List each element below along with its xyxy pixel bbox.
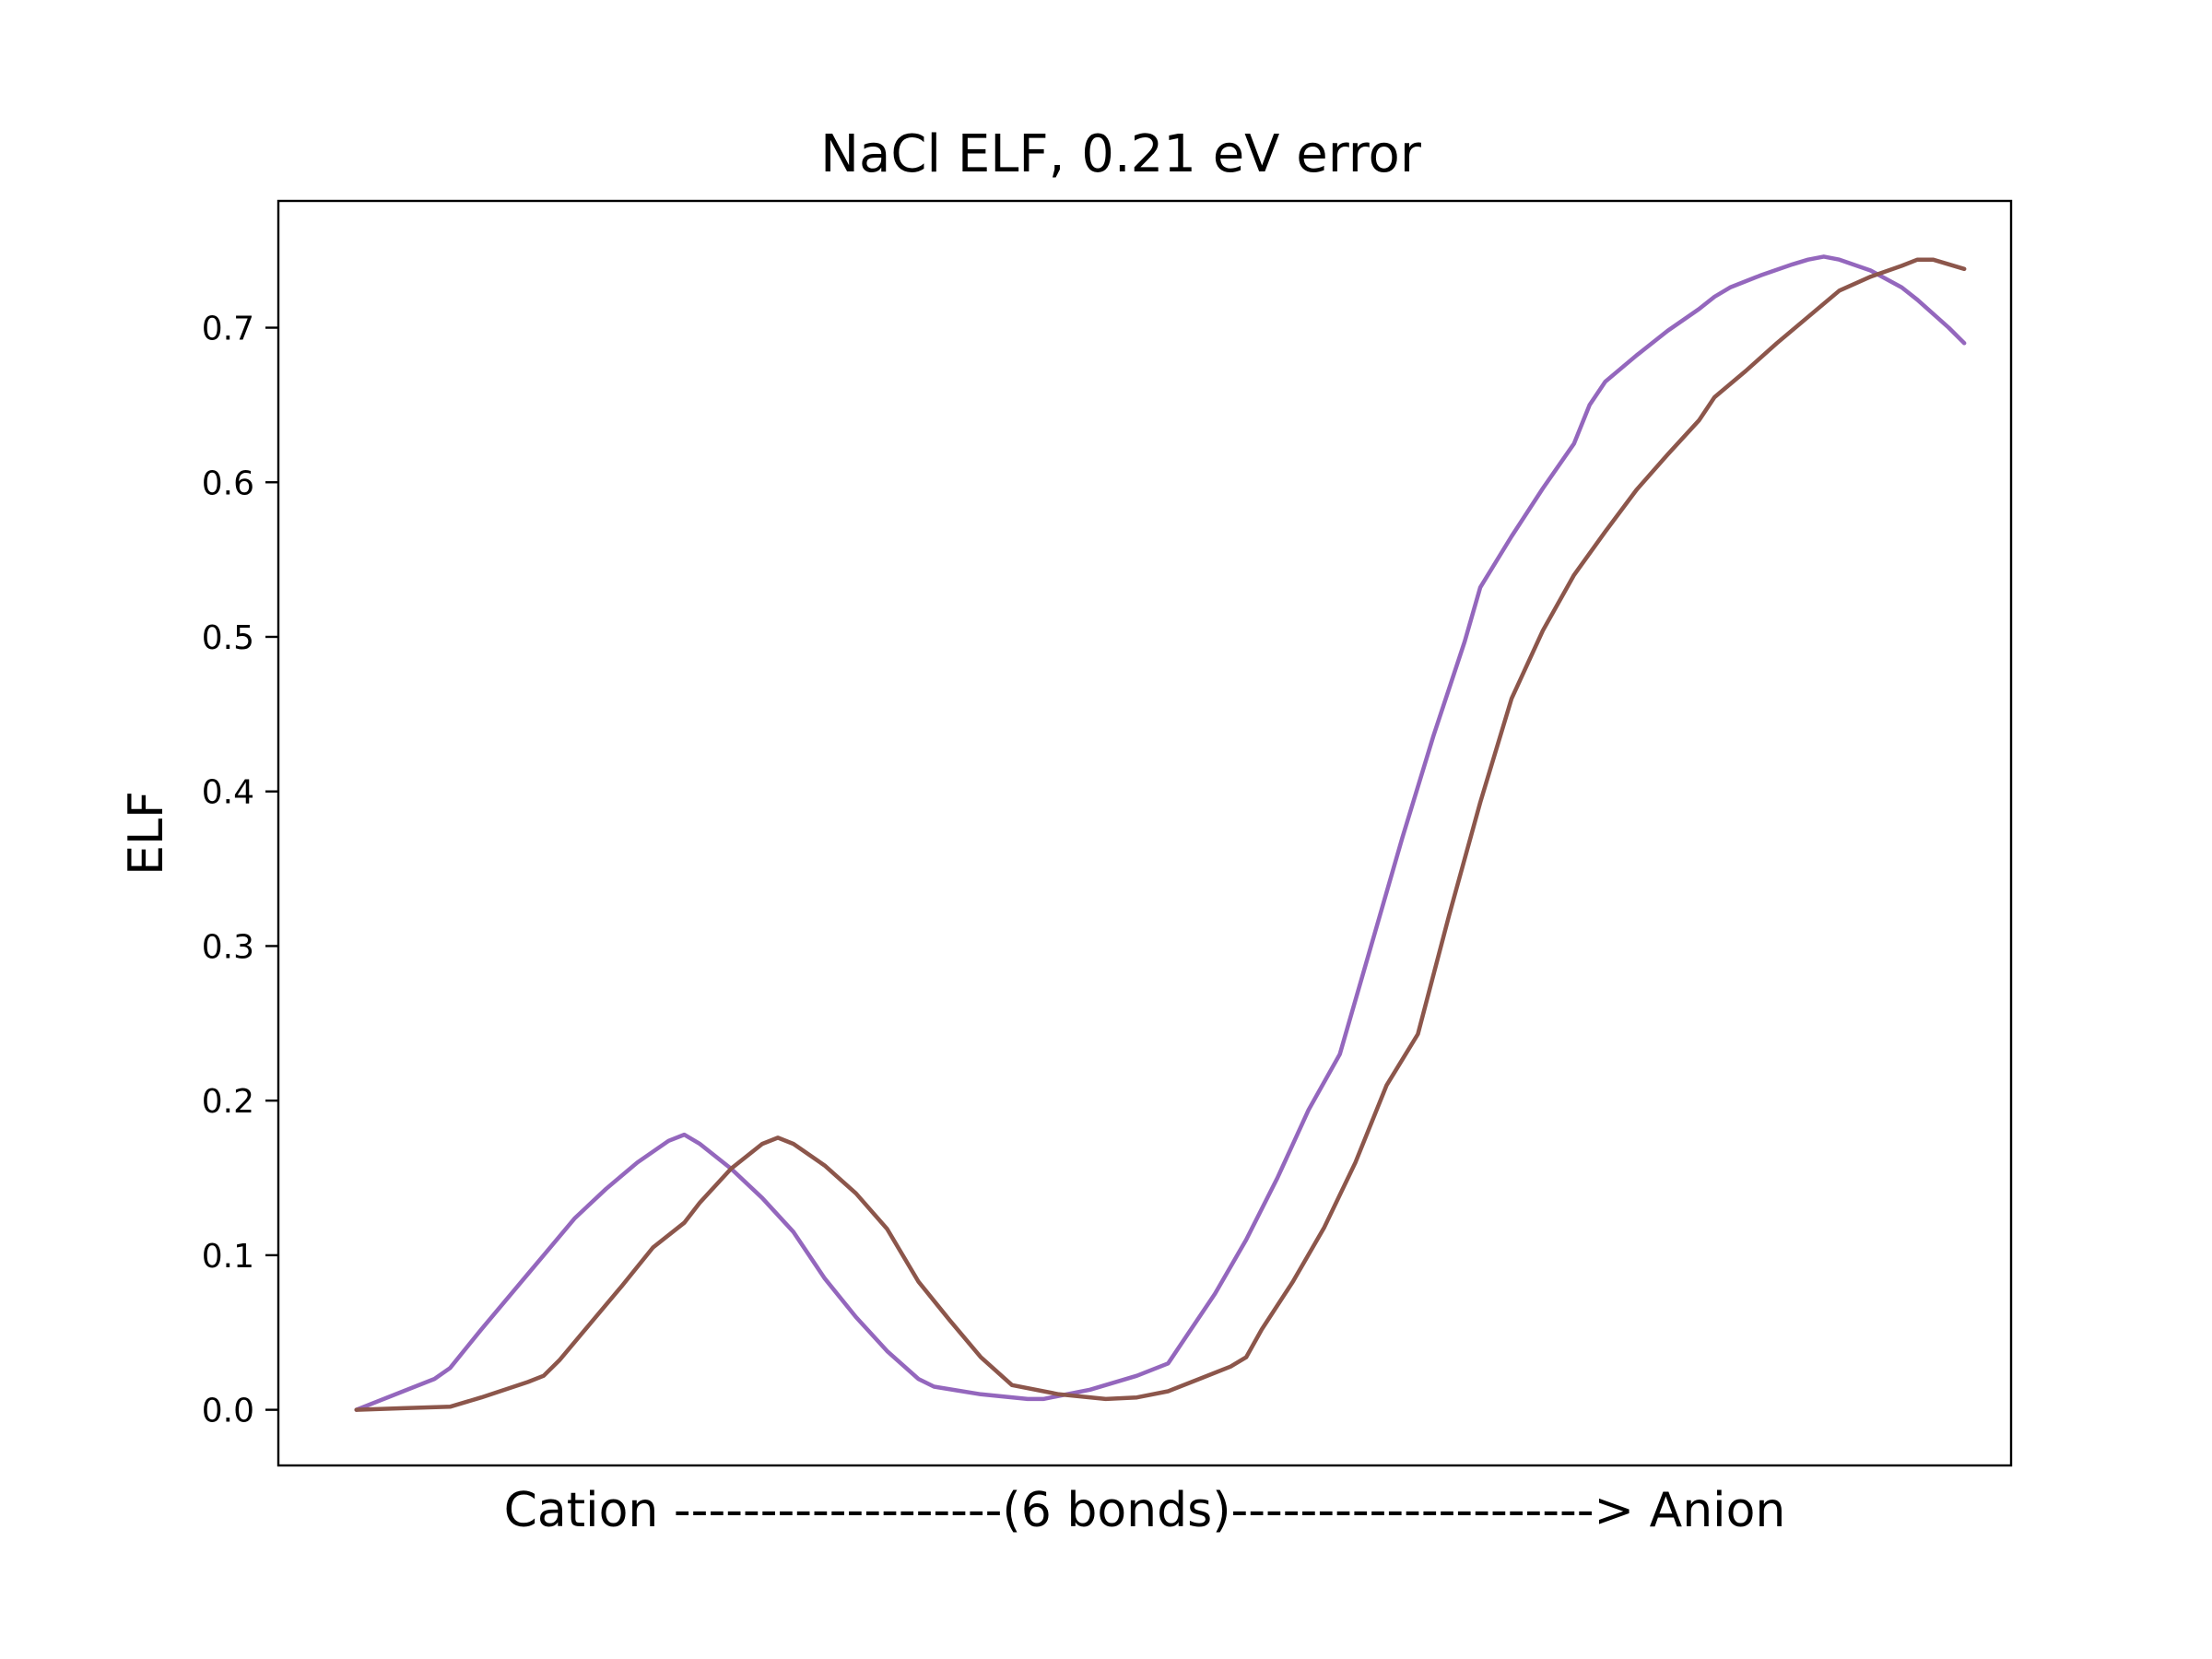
y-axis-label: ELF [119, 791, 174, 876]
y-axis-ticks: 0.0 0.1 0.2 0.3 0.4 0.5 0.6 0.7 [202, 311, 278, 1430]
plot-area [276, 199, 2013, 1467]
series-line-1 [354, 254, 1967, 1412]
y-tick-label: 0.2 [202, 1083, 254, 1121]
series-layer [354, 254, 1967, 1412]
y-tick-label: 0.7 [202, 311, 254, 348]
y-tick-label: 0.0 [202, 1393, 254, 1430]
y-tick-label: 0.6 [202, 465, 254, 502]
x-axis-label: Cation -------------------(6 bonds)-----… [504, 1483, 1786, 1538]
y-tick-label: 0.5 [202, 619, 254, 657]
series-line-2 [354, 257, 1967, 1412]
plot-frame [276, 199, 2013, 1467]
y-tick-label: 0.4 [202, 774, 254, 812]
y-tick-label: 0.3 [202, 928, 254, 966]
y-tick-label: 0.1 [202, 1238, 254, 1276]
chart-title: NaCl ELF, 0.21 eV error [820, 124, 1422, 184]
